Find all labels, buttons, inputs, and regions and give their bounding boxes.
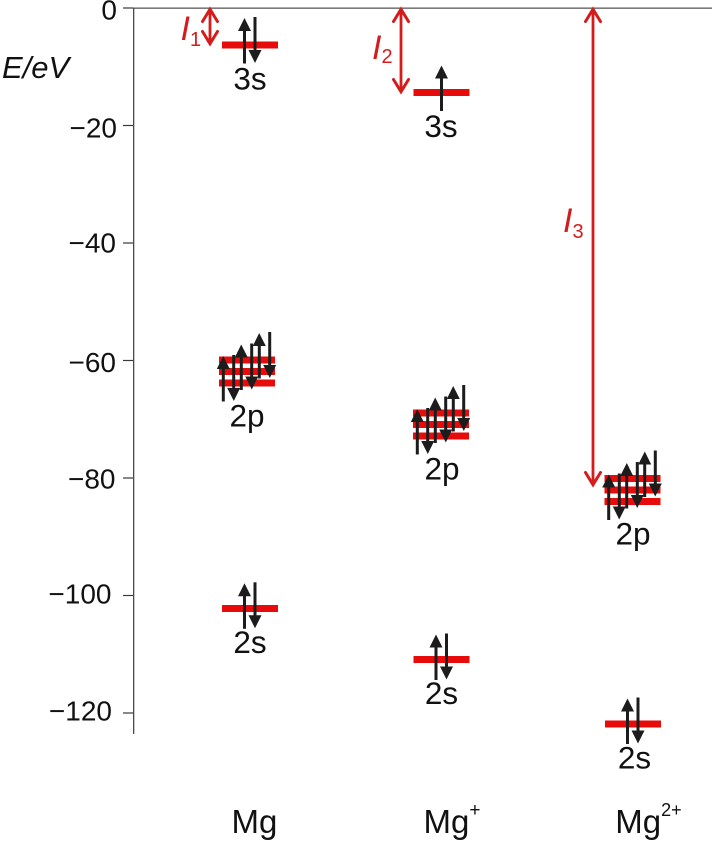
svg-text:−80: −80 <box>68 464 116 495</box>
svg-text:0: 0 <box>101 0 117 26</box>
svg-text:2p: 2p <box>615 516 650 552</box>
svg-text:−60: −60 <box>69 347 117 378</box>
svg-text:2s: 2s <box>618 740 651 776</box>
svg-text:Mg+: Mg+ <box>424 800 481 840</box>
svg-text:2: 2 <box>382 46 393 68</box>
svg-text:2s: 2s <box>425 675 458 711</box>
svg-text:I: I <box>181 10 191 48</box>
svg-text:E/eV: E/eV <box>2 50 73 85</box>
svg-text:2s: 2s <box>233 624 266 660</box>
svg-text:I: I <box>563 202 573 240</box>
svg-text:Mg: Mg <box>232 803 278 840</box>
svg-text:3s: 3s <box>233 61 266 97</box>
svg-text:2p: 2p <box>424 451 459 487</box>
svg-text:−100: −100 <box>48 579 111 610</box>
svg-text:3: 3 <box>573 221 584 243</box>
svg-text:−120: −120 <box>49 696 112 727</box>
svg-text:Mg2+: Mg2+ <box>615 800 681 840</box>
svg-text:1: 1 <box>190 29 201 51</box>
svg-text:−20: −20 <box>70 113 118 144</box>
svg-text:3s: 3s <box>424 108 457 144</box>
svg-text:2p: 2p <box>229 398 264 434</box>
svg-text:I: I <box>372 29 382 67</box>
svg-text:−40: −40 <box>69 228 117 259</box>
